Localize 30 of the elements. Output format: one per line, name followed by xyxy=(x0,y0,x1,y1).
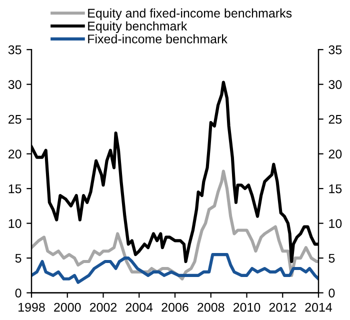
y2-tick-label: 5 xyxy=(328,254,335,263)
y-tick-label: 5 xyxy=(15,254,22,263)
x-tick-label: 2010 xyxy=(233,302,260,312)
y-tick-label: 35 xyxy=(8,45,22,54)
y2-tick-label: 30 xyxy=(328,80,342,89)
x-tick-label: 2006 xyxy=(162,302,188,312)
y-tick-label: 0 xyxy=(15,288,22,298)
line-series xyxy=(32,170,318,280)
y2-tick-label: 25 xyxy=(328,114,342,124)
y-tick-label: 25 xyxy=(8,114,22,124)
x-tick-label: 1998 xyxy=(18,302,45,312)
y2-tick-label: 35 xyxy=(328,45,342,54)
y-tick-label: 10 xyxy=(8,219,22,228)
x-tick-label: 2002 xyxy=(90,302,117,312)
y2-tick-label: 20 xyxy=(328,150,342,158)
legend-label: Equity benchmark xyxy=(88,21,188,33)
y-tick-label: 20 xyxy=(8,150,22,158)
legend-label: Fixed-income benchmark xyxy=(88,34,228,44)
y-tick-label: 15 xyxy=(8,184,22,194)
x-tick-label: 2000 xyxy=(54,302,81,312)
x-tick-label: 2012 xyxy=(269,302,296,312)
x-tick-label: 2014 xyxy=(305,302,332,312)
x-tick-label: 2008 xyxy=(198,302,224,312)
y2-tick-label: 15 xyxy=(329,184,342,194)
x-tick-label: 2004 xyxy=(126,302,153,312)
y2-tick-label: 0 xyxy=(328,288,335,298)
line-series xyxy=(32,253,318,284)
y-tick-label: 30 xyxy=(8,80,22,89)
y2-tick-label: 10 xyxy=(329,219,342,228)
legend-label: Equity and fixed-income benchmarks xyxy=(88,8,292,20)
